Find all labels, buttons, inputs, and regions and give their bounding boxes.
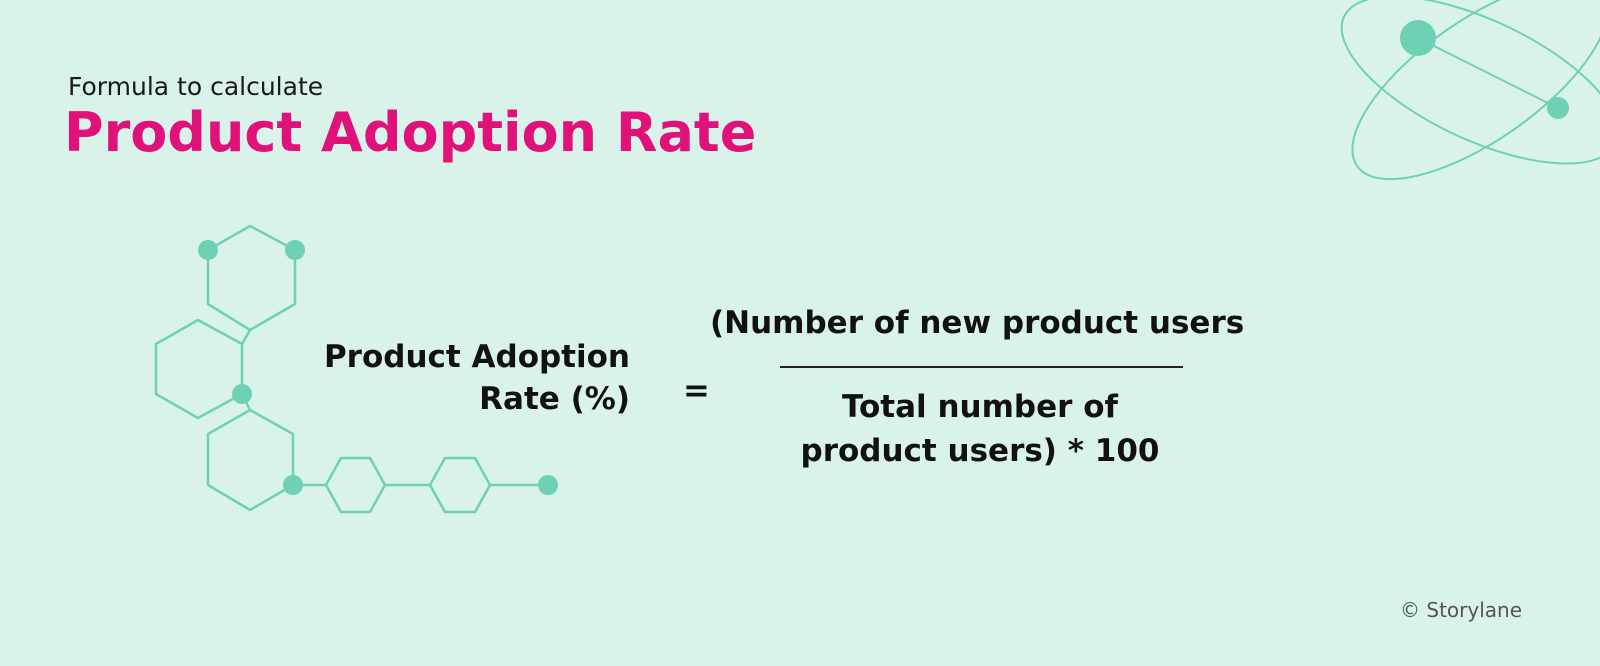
formula-lhs-line1: Product Adoption bbox=[323, 339, 630, 375]
formula-lhs: Product Adoption Rate (%) bbox=[270, 336, 630, 420]
formula-denominator-line2: product users) * 100 bbox=[800, 433, 1160, 469]
fraction-bar bbox=[780, 366, 1183, 368]
formula-denominator: Total number of product users) * 100 bbox=[760, 385, 1200, 473]
formula-numerator: (Number of new product users bbox=[710, 305, 1245, 341]
copyright-credit: © Storylane bbox=[1400, 598, 1522, 622]
formula-lhs-line2: Rate (%) bbox=[479, 381, 630, 417]
equals-sign: = bbox=[683, 371, 710, 409]
kicker-text: Formula to calculate bbox=[68, 72, 324, 101]
page-title: Product Adoption Rate bbox=[64, 101, 757, 164]
formula-denominator-line1: Total number of bbox=[841, 389, 1118, 425]
